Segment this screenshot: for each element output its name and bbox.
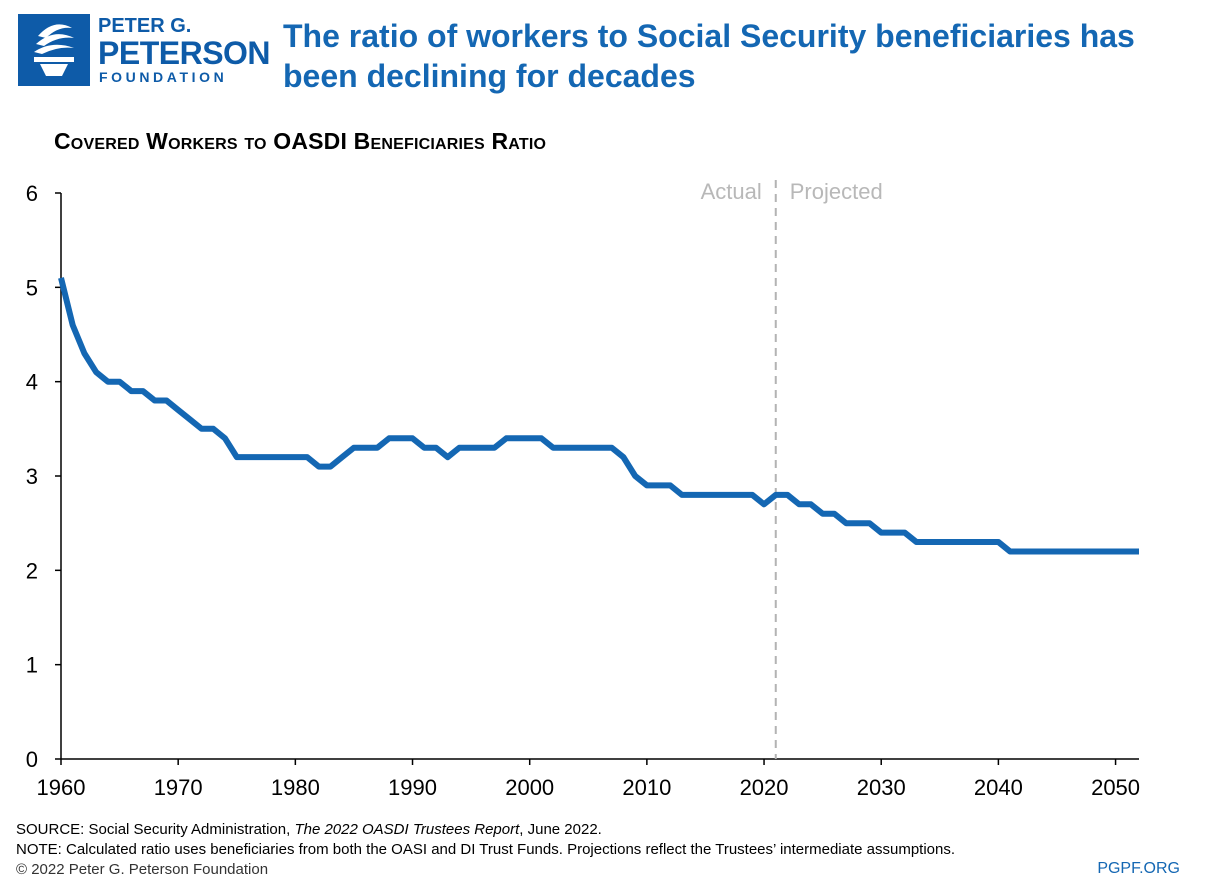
- y-tick-label: 3: [26, 464, 38, 489]
- y-tick-label: 2: [26, 558, 38, 583]
- logo-line-2: PETERSON: [98, 35, 271, 71]
- x-tick-label: 1960: [37, 775, 86, 800]
- x-tick-label: 1970: [154, 775, 203, 800]
- y-tick-label: 0: [26, 747, 38, 772]
- footer: SOURCE: Social Security Administration, …: [16, 820, 955, 880]
- foundation-logo: PETER G. PETERSON FOUNDATION: [18, 14, 271, 88]
- x-tick-label: 2020: [740, 775, 789, 800]
- x-tick-label: 2030: [857, 775, 906, 800]
- logo-line-3: FOUNDATION: [99, 69, 228, 85]
- page-title: The ratio of workers to Social Security …: [283, 18, 1135, 94]
- x-tick-label: 2050: [1091, 775, 1140, 800]
- x-tick-label: 2010: [622, 775, 671, 800]
- source-prefix: SOURCE: Social Security Administration,: [16, 821, 295, 838]
- x-tick-label: 1990: [388, 775, 437, 800]
- y-tick-label: 5: [26, 275, 38, 300]
- chart-title: Covered Workers to OASDI Beneficiaries R…: [54, 128, 547, 154]
- y-tick-label: 1: [26, 653, 38, 678]
- site-link[interactable]: PGPF.ORG: [1097, 860, 1180, 877]
- x-tick-label: 2000: [505, 775, 554, 800]
- source-suffix: , June 2022.: [519, 821, 602, 838]
- method-note: NOTE: Calculated ratio uses beneficiarie…: [16, 841, 956, 858]
- source-note: SOURCE: Social Security Administration, …: [16, 820, 955, 840]
- x-tick-label: 2040: [974, 775, 1023, 800]
- projected-label: Projected: [790, 179, 883, 204]
- y-tick-label: 6: [26, 181, 38, 206]
- series-line-0: [58, 277, 1139, 555]
- torch-icon: [18, 14, 90, 86]
- logo-line-1: PETER G.: [98, 15, 192, 37]
- x-tick-label: 1980: [271, 775, 320, 800]
- source-title: The 2022 OASDI Trustees Report: [294, 821, 520, 838]
- y-tick-label: 4: [26, 370, 38, 395]
- copyright: © 2022 Peter G. Peterson Foundation: [16, 861, 269, 878]
- actual-label: Actual: [701, 179, 762, 204]
